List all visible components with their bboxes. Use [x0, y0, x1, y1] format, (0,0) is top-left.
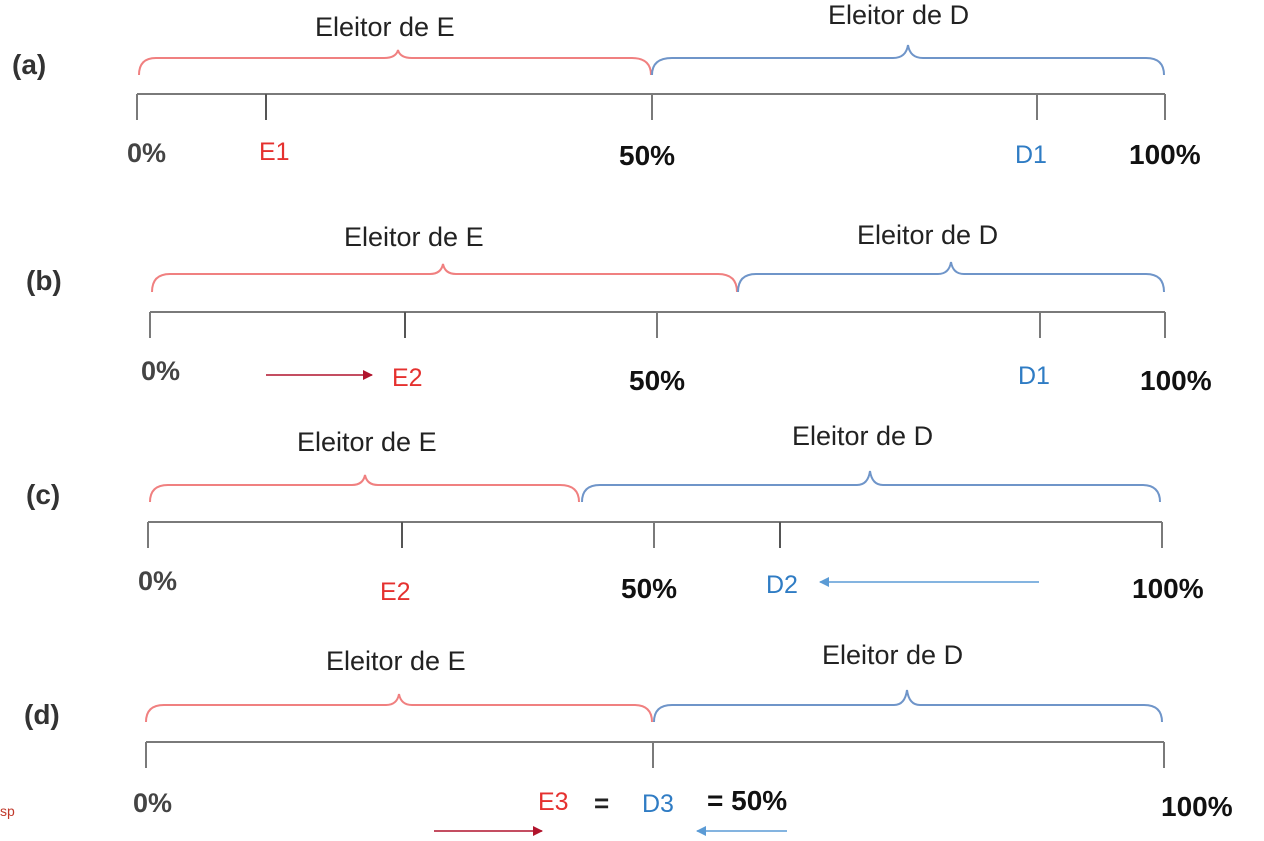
panel-b-d-brace [737, 261, 1165, 293]
panel-a-zero-label: 0% [127, 138, 166, 168]
panel-b-e-label: Eleitor de E [344, 222, 484, 252]
panel-a-label: (a) [12, 49, 46, 80]
panel-c-e-label: Eleitor de E [297, 427, 437, 457]
panel-c-full-label: 100% [1132, 573, 1204, 604]
panel-d-d-label: Eleitor de D [822, 640, 963, 670]
panel-d-d-marker: D3 [642, 790, 674, 818]
panel-b-d-marker: D1 [1018, 362, 1050, 390]
panel-b-e-marker: E2 [392, 364, 423, 392]
panel-a-e-label: Eleitor de E [315, 12, 455, 42]
panel-b-label: (b) [26, 265, 62, 296]
panel-a-half-label: 50% [619, 140, 675, 171]
panel-d-e-label: Eleitor de E [326, 646, 466, 676]
panel-c-d-label: Eleitor de D [792, 421, 933, 451]
panel-d-zero-label: 0% [133, 788, 172, 818]
panel-a-e-brace [138, 49, 652, 76]
panel-b-d-label: Eleitor de D [857, 220, 998, 250]
panel-d-equals-sign: = [594, 788, 609, 818]
panel-b-e-brace [151, 263, 738, 293]
panel-d-label: (d) [24, 699, 60, 730]
panel-b-half-label: 50% [629, 365, 685, 396]
panel-d-full-label: 100% [1161, 791, 1233, 822]
panel-a: (a) Eleitor de E Eleitor de D 0% 50% 100… [12, 0, 1201, 171]
edge-text-fragment: sp [0, 803, 15, 819]
panel-c: (c) Eleitor de E Eleitor de D 0% 50% 100… [26, 421, 1204, 606]
panel-c-half-label: 50% [621, 573, 677, 604]
panel-c-d-brace [581, 470, 1161, 503]
panel-b-full-label: 100% [1140, 365, 1212, 396]
panel-a-full-label: 100% [1129, 139, 1201, 170]
panel-c-e-brace [149, 474, 580, 503]
panel-d-e-brace [145, 693, 653, 723]
panel-a-e-marker: E1 [259, 138, 290, 166]
panel-a-d-label: Eleitor de D [828, 0, 969, 30]
panel-a-d-marker: D1 [1015, 141, 1047, 169]
panel-d-e-marker: E3 [538, 788, 569, 816]
panel-d: (d) Eleitor de E Eleitor de D 0% 100% E3… [24, 640, 1233, 836]
panel-c-e-marker: E2 [380, 578, 411, 606]
panel-d-d-brace [653, 689, 1163, 723]
panel-a-d-brace [651, 44, 1165, 76]
panel-d-equals-value: = 50% [707, 785, 787, 816]
panel-c-zero-label: 0% [138, 566, 177, 596]
panel-c-label: (c) [26, 479, 60, 510]
panel-b: (b) Eleitor de E Eleitor de D 0% 50% 100… [26, 220, 1212, 396]
panel-c-d-marker: D2 [766, 571, 798, 599]
panel-b-zero-label: 0% [141, 356, 180, 386]
